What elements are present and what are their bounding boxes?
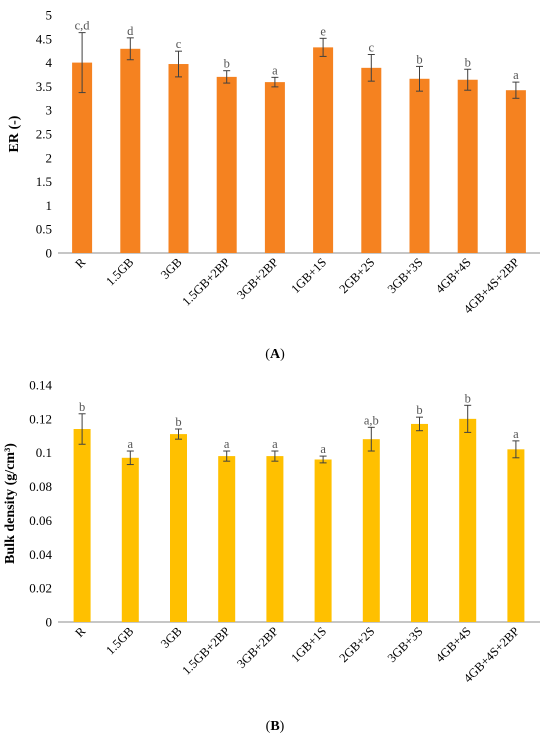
panel-b-x-tick-label: 1GB+1S	[288, 624, 329, 665]
panel-b-y-tick-label: 0.14	[29, 378, 52, 393]
panel-a-x-tick-label: 1GB+1S	[288, 255, 329, 296]
panel-b-y-tick-label: 0.1	[36, 445, 52, 460]
panel-a-y-tick-label: 2.5	[36, 127, 52, 142]
panel-a-significance-label: a	[513, 68, 519, 82]
panel-b-significance-label: b	[79, 400, 85, 414]
panel-b-significance-label: a	[272, 437, 278, 451]
panel-a-x-tick-label: 3GB+2BP	[234, 255, 281, 302]
panel-a-y-tick-label: 0.5	[36, 222, 52, 237]
panel-a-significance-label: c,d	[75, 19, 91, 33]
panel-a-x-tick-label: 4GB+4S	[433, 255, 474, 296]
panel-a-y-tick-label: 0	[46, 246, 53, 261]
panel-b-y-tick-label: 0	[46, 615, 53, 630]
panel-a-y-tick-label: 4.5	[36, 31, 52, 46]
panel-b-bar	[218, 456, 236, 622]
panel-a-significance-label: c	[369, 41, 375, 55]
panel-a-bar	[505, 90, 526, 253]
panel-a-bar	[264, 82, 285, 253]
panel-a-significance-label: c	[176, 37, 182, 51]
panel-a-y-tick-label: 1	[46, 198, 53, 213]
panel-a-bar	[313, 47, 334, 254]
panel-b-significance-label: b	[416, 403, 422, 417]
panel-b-y-axis-title: Bulk density (g/cm³)	[3, 443, 18, 564]
panel-b-bar	[507, 449, 525, 622]
panel-a-y-tick-label: 4	[46, 55, 53, 70]
panel-a-significance-label: d	[127, 24, 134, 38]
panel-b-significance-label: a	[320, 442, 326, 456]
panel-b-bar	[266, 456, 284, 622]
panel-a-x-tick-label: 3GB+3S	[385, 255, 426, 296]
panel-b-y-tick-label: 0.06	[29, 513, 52, 528]
panel-b-x-tick-label: 4GB+4S	[433, 624, 474, 665]
panel-a-x-tick-label: 1.5GB+2BP	[179, 255, 232, 308]
panel-a-y-tick-label: 2	[46, 150, 53, 165]
panel-a-bar	[361, 67, 382, 253]
panel-a-y-tick-label: 1.5	[36, 174, 52, 189]
panel-b-x-tick-label: R	[72, 624, 88, 640]
panel-a-bar	[72, 62, 93, 253]
panel-a-y-axis-title: ER (-)	[7, 115, 22, 152]
panel-a-y-tick-label: 3	[46, 103, 53, 118]
panel-a-y-tick-label: 3.5	[36, 79, 52, 94]
panel-a-caption: (A)	[265, 347, 285, 362]
panel-b-significance-label: b	[175, 415, 181, 429]
panel-b-caption: (B)	[266, 719, 285, 734]
panel-a-x-tick-label: 2GB+2S	[336, 255, 377, 296]
panel-b-bar	[411, 423, 428, 622]
panel-a-bar	[457, 79, 478, 254]
panel-b-x-tick-label: 1.5GB	[103, 624, 136, 657]
panel-b-bar	[459, 418, 477, 622]
panel-a-y-tick-label: 5	[46, 8, 53, 23]
panel-a-er-chart: 0 0.5 1 1.5 2 2.5 3 3.5 4 4.5 5 ER (-) c,d Rd 1.5GB c 3G…	[7, 8, 540, 316]
panel-b-significance-label: a	[513, 427, 519, 441]
panel-b-bar	[362, 439, 380, 622]
panel-b-y-tick-label: 0.04	[29, 547, 52, 562]
panel-b-bar	[121, 457, 139, 622]
panel-a-x-tick-label: 1.5GB	[103, 255, 136, 288]
panel-b-significance-label: a	[224, 437, 230, 451]
panel-a-x-tick-label: R	[72, 255, 88, 271]
panel-b-bulk-density-chart: 0 0.02 0.04 0.06 0.08 0.1 0.12 0.14 Bulk density…	[3, 378, 540, 685]
panel-b-x-tick-label: 3GB+3S	[385, 624, 426, 665]
panel-b-significance-label: b	[465, 391, 471, 405]
panel-a-significance-label: b	[416, 52, 422, 66]
panel-b-y-tick-label: 0.02	[29, 581, 52, 596]
panel-b-significance-label: a,b	[364, 413, 379, 427]
panel-b-x-tick-label: 1.5GB+2BP	[179, 624, 232, 677]
panel-b-x-tick-label: 3GB	[158, 624, 185, 651]
panel-b-y-tick-label: 0.08	[29, 479, 52, 494]
panel-a-bar	[120, 48, 141, 253]
panel-b-bar	[170, 434, 187, 622]
panel-b-significance-label: a	[128, 437, 134, 451]
panel-b-x-tick-label: 2GB+2S	[336, 624, 377, 665]
panel-a-significance-label: b	[224, 57, 230, 71]
panel-a-significance-label: e	[320, 24, 326, 38]
panel-b-bar	[314, 459, 332, 622]
panel-a-significance-label: b	[465, 55, 471, 69]
panel-a-bar	[168, 64, 189, 253]
panel-a-bar	[216, 76, 237, 253]
panel-a-significance-label: a	[272, 63, 278, 77]
panel-b-y-tick-label: 0.12	[29, 411, 52, 426]
panel-a-x-tick-label: 3GB	[158, 255, 185, 282]
panel-b-x-tick-label: 3GB+2BP	[234, 624, 281, 671]
panel-a-bar	[409, 78, 430, 253]
panel-b-bar	[73, 429, 91, 622]
